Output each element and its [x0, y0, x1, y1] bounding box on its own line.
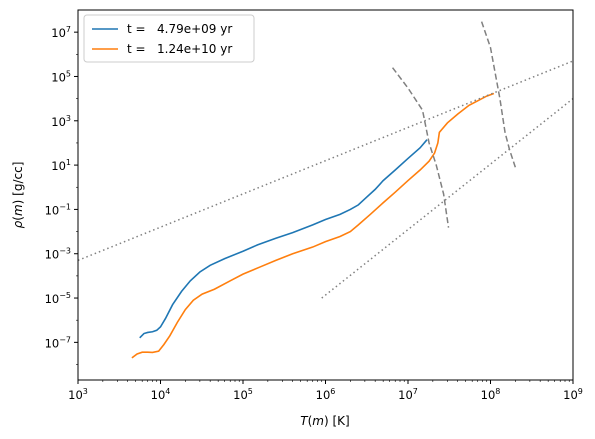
y-tick-label-7: 107 — [51, 25, 71, 40]
y-tick-label-2: 10−3 — [45, 247, 71, 262]
series-line-5 — [78, 60, 573, 262]
x-axis-label: T(m) [K] — [300, 414, 349, 428]
legend-box — [83, 14, 255, 63]
x-tick-label-5: 108 — [481, 387, 501, 402]
y-tick-label-4: 101 — [51, 158, 71, 173]
series-line-3 — [391, 67, 450, 228]
y-tick-label-3: 10−1 — [45, 202, 71, 217]
series-line-4 — [480, 21, 517, 168]
x-tick-label-4: 107 — [398, 387, 418, 402]
legend: t = 4.79e+09 yr t = 1.24e+10 yr — [83, 14, 255, 63]
tick-layer: 103 104 105 106 107 108 109 10−7 10−5 10−3 10−1 101… — [45, 25, 583, 402]
x-tick-label-3: 106 — [316, 387, 336, 402]
y-axis-label: ρ(m) [g/cc] — [11, 162, 25, 229]
y-tick-label-5: 103 — [51, 114, 71, 129]
x-tick-label-2: 105 — [233, 387, 253, 402]
series-line-1 — [139, 139, 428, 339]
x-tick-label-1: 104 — [151, 387, 171, 402]
y-tick-label-0: 10−7 — [45, 335, 71, 350]
x-tick-label-6: 109 — [563, 387, 583, 402]
series-layer — [78, 21, 573, 359]
legend-label-series-2: t = 1.24e+10 yr — [127, 42, 232, 56]
legend-label-series-1: t = 4.79e+09 yr — [127, 22, 232, 36]
y-tick-label-1: 10−5 — [45, 291, 71, 306]
plot-area — [78, 10, 573, 380]
y-tick-label-6: 105 — [51, 69, 71, 84]
series-line-2 — [131, 92, 495, 359]
x-tick-label-0: 103 — [68, 387, 88, 402]
